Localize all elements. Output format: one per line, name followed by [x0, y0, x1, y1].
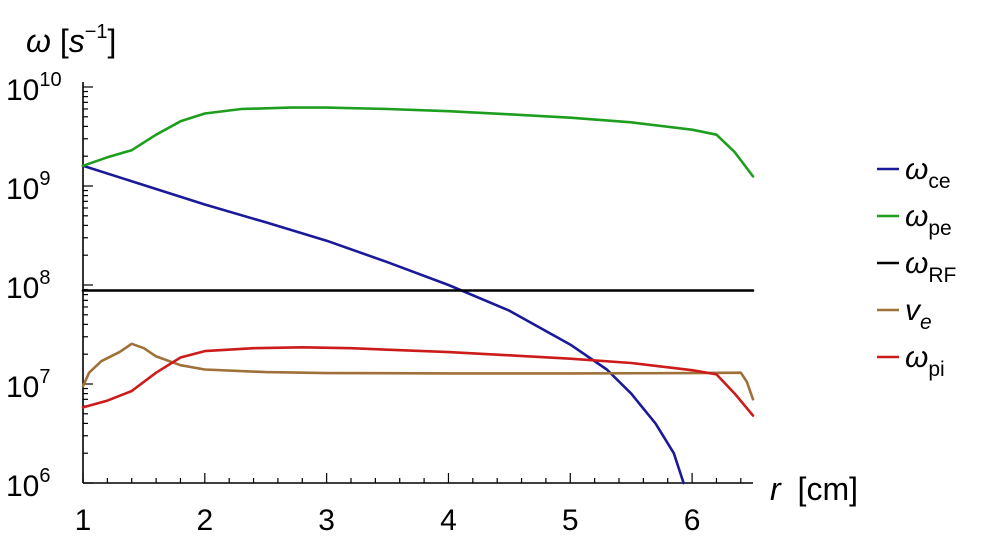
y-tick-label: 109 — [6, 168, 51, 206]
y-tick-label: 108 — [6, 267, 51, 305]
legend: ωce ωpe ωRF ve ωpi — [877, 153, 956, 381]
y-axis-title: ω [s−1] — [26, 21, 116, 59]
series-line-ω-pi — [81, 345, 755, 417]
legend-label: ωpi — [905, 341, 945, 381]
axes: 1 2 3 4 5 6 106 107 108 109 1010 — [6, 69, 753, 537]
series-line-ω-pe — [81, 106, 755, 178]
legend-label: ωRF — [905, 247, 956, 287]
legend-label: ωpe — [905, 200, 952, 240]
y-tick-label: 107 — [6, 366, 51, 404]
legend-label: ve — [905, 294, 932, 334]
series-layer — [81, 106, 755, 485]
series-line-ω-ce — [81, 164, 685, 485]
y-tick-label: 106 — [6, 465, 51, 503]
x-axis-title: r [cm] — [770, 471, 858, 507]
x-tick-label: 1 — [75, 504, 92, 537]
x-tick-label: 6 — [684, 504, 701, 537]
x-tick-label: 2 — [196, 504, 213, 537]
x-tick-label: 3 — [318, 504, 335, 537]
x-tick-label: 5 — [562, 504, 579, 537]
y-tick-label: 1010 — [6, 69, 62, 107]
x-tick-label: 4 — [440, 504, 457, 537]
legend-label: ωce — [905, 153, 951, 193]
